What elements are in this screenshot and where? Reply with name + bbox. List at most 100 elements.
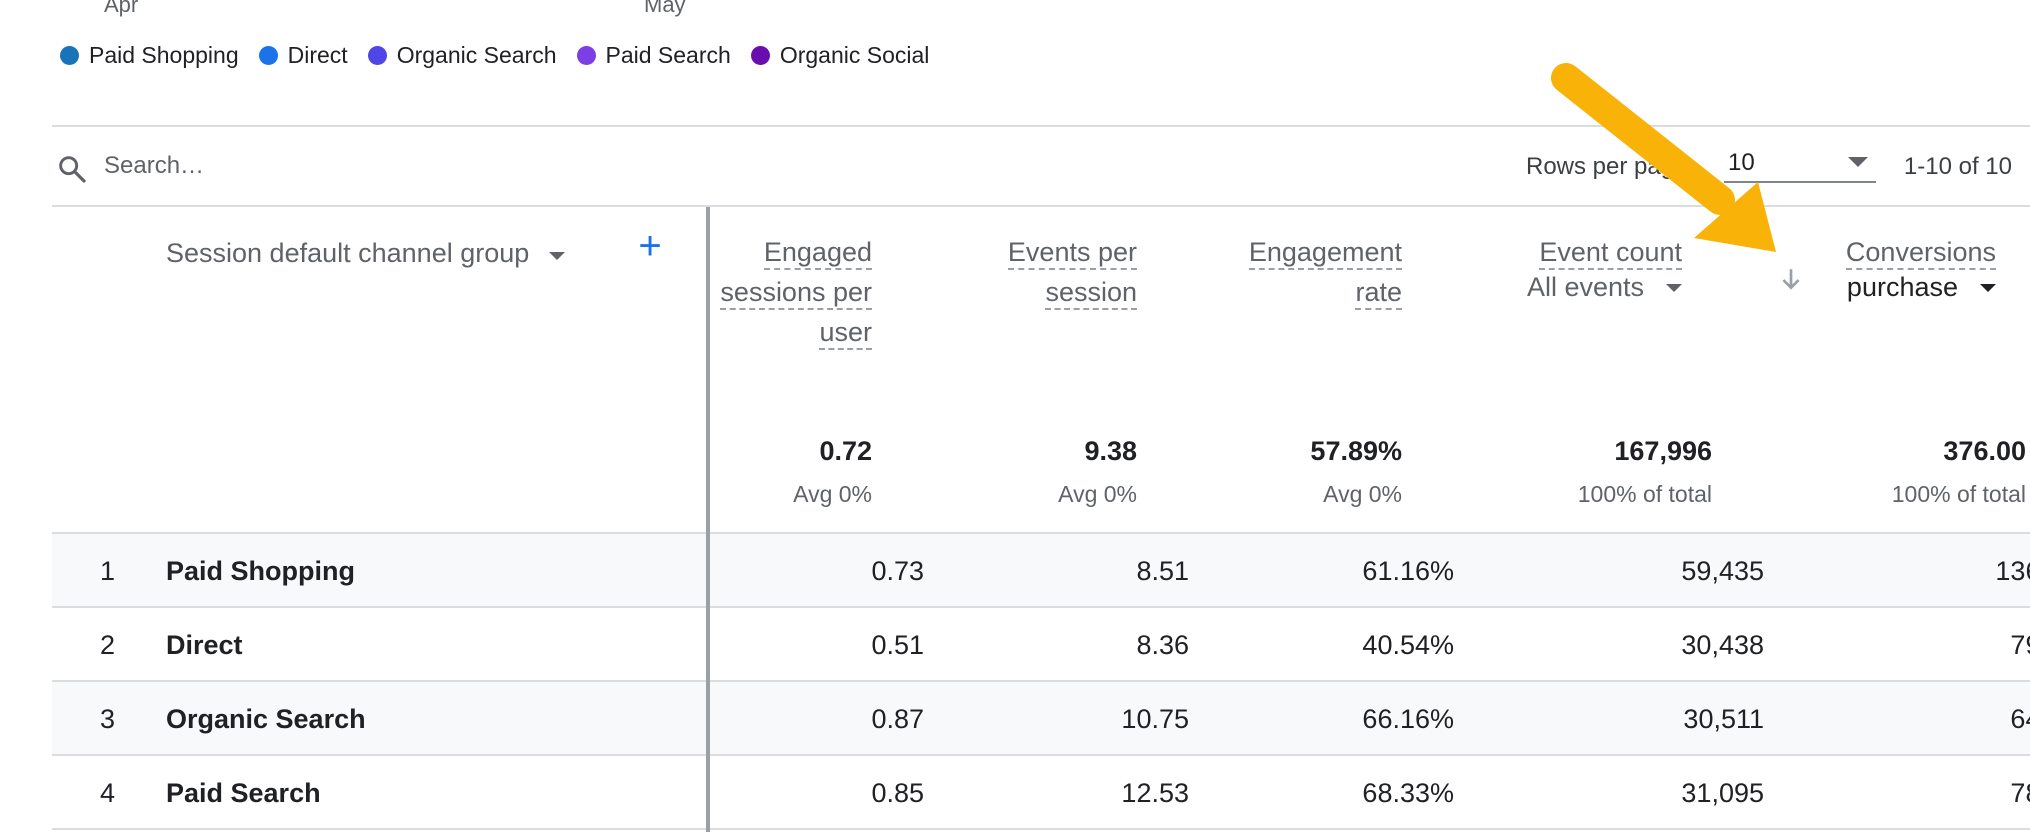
totals-value: 167,996	[1614, 436, 1712, 466]
cell-events-per-session: 10.75	[1121, 704, 1189, 734]
legend-item-paid-search[interactable]: Paid Search	[576, 41, 731, 69]
legend-dot-icon	[750, 45, 770, 65]
column-title-line: Events per	[1007, 237, 1137, 270]
rows-per-page-select[interactable]: 10	[1724, 137, 1876, 183]
rows-per-page-label: Rows per page:	[1526, 153, 1695, 180]
legend-label: Organic Social	[779, 41, 930, 68]
sticky-column-divider	[706, 207, 710, 832]
column-header-engaged-sessions-per-user[interactable]: Engaged sessions per user	[720, 232, 872, 352]
totals-sub: Avg 0%	[793, 481, 872, 507]
chevron-down-icon	[1848, 157, 1868, 167]
column-title: Events per session	[1007, 232, 1137, 312]
totals-event-count: 167,996 100% of total	[1578, 436, 1712, 508]
totals-events-per-session: 9.38 Avg 0%	[1058, 436, 1137, 508]
legend-label: Organic Search	[396, 41, 557, 68]
column-title-line: rate	[1355, 277, 1402, 310]
totals-sub: 100% of total	[1577, 481, 1712, 507]
row-index: 2	[100, 630, 116, 660]
axis-label-may: May	[644, 0, 686, 17]
cell-engaged-sessions-per-user: 0.85	[871, 778, 924, 808]
column-title-line: user	[819, 317, 872, 350]
row-channel: Direct	[166, 630, 243, 660]
table-row[interactable]: 4 Paid Search 0.85 12.53 68.33% 31,095 7…	[52, 756, 2030, 830]
column-header-conversions[interactable]: Conversions purchase	[1845, 232, 1996, 303]
row-index: 3	[100, 704, 116, 734]
cell-engagement-rate: 40.54%	[1362, 630, 1454, 660]
cell-conversions: 79.00	[2010, 630, 2030, 660]
table-row[interactable]: 2 Direct 0.51 8.36 40.54% 30,438 79.00	[52, 608, 2030, 682]
legend-dot-icon	[576, 45, 596, 65]
totals-sub: 100% of total	[1891, 481, 2026, 507]
column-title-line: Engagement	[1248, 237, 1402, 270]
column-title: Conversions	[1845, 232, 1996, 272]
row-channel: Organic Search	[166, 704, 366, 734]
event-filter-select[interactable]: All events	[1527, 272, 1682, 303]
conversion-event-value: purchase	[1846, 272, 1958, 302]
search-input[interactable]	[104, 145, 704, 187]
legend-dot-icon	[60, 45, 79, 65]
cell-conversions: 136.00	[1995, 556, 2030, 586]
column-title: Event count	[1527, 232, 1682, 272]
totals-value: 0.72	[819, 436, 872, 466]
divider	[52, 532, 2030, 534]
divider	[52, 205, 2030, 207]
legend-dot-icon	[367, 45, 387, 65]
totals-value: 376.00	[1943, 436, 2026, 466]
column-title: Engagement rate	[1248, 232, 1402, 312]
event-filter-value: All events	[1526, 272, 1644, 302]
totals-engagement-rate: 57.89% Avg 0%	[1310, 436, 1402, 508]
row-index: 4	[100, 778, 116, 808]
cell-events-per-session: 12.53	[1121, 778, 1189, 808]
row-index: 1	[100, 556, 116, 586]
caret-down-icon	[1666, 283, 1682, 292]
legend-item-organic-search[interactable]: Organic Search	[367, 41, 557, 69]
row-channel: Paid Search	[166, 778, 321, 808]
cell-event-count: 59,435	[1681, 556, 1764, 586]
cell-engaged-sessions-per-user: 0.87	[871, 704, 924, 734]
totals-engaged-sessions-per-user: 0.72 Avg 0%	[793, 436, 872, 508]
legend-dot-icon	[258, 45, 278, 65]
table-row[interactable]: 3 Organic Search 0.87 10.75 66.16% 30,51…	[52, 682, 2030, 756]
chart-legend: Paid Shopping Direct Organic Search Paid…	[60, 40, 949, 70]
column-header-events-per-session[interactable]: Events per session	[1007, 232, 1137, 312]
column-title-line: Event count	[1539, 237, 1682, 270]
rows-per-page-value: 10	[1728, 149, 1755, 176]
column-title-line: session	[1045, 277, 1137, 310]
cell-events-per-session: 8.51	[1136, 556, 1189, 586]
cell-events-per-session: 8.36	[1136, 630, 1189, 660]
cell-conversions: 78.00	[2010, 778, 2030, 808]
cell-conversions: 64.00	[2010, 704, 2030, 734]
column-title: Engaged sessions per user	[720, 232, 872, 352]
totals-sub: Avg 0%	[1058, 481, 1137, 507]
column-header-engagement-rate[interactable]: Engagement rate	[1248, 232, 1402, 312]
table-toolbar: Rows per page: 10 1-10 of 10	[52, 127, 2030, 205]
column-title-line: Engaged	[763, 237, 872, 270]
conversion-event-select[interactable]: purchase	[1846, 272, 1996, 303]
totals-conversions: 376.00 100% of total	[1892, 436, 2026, 508]
divider	[52, 125, 2030, 127]
totals-value: 57.89%	[1310, 436, 1402, 466]
legend-item-paid-shopping[interactable]: Paid Shopping	[60, 42, 239, 69]
column-header-event-count[interactable]: Event count All events	[1527, 232, 1682, 303]
legend-label: Paid Shopping	[89, 41, 239, 68]
sort-descending-icon[interactable]	[1778, 266, 1804, 292]
legend-label: Paid Search	[605, 41, 731, 68]
caret-down-icon	[1980, 283, 1996, 292]
cell-event-count: 31,095	[1681, 778, 1764, 808]
legend-item-organic-social[interactable]: Organic Social	[750, 41, 930, 69]
cell-engagement-rate: 68.33%	[1362, 778, 1454, 808]
cell-engaged-sessions-per-user: 0.73	[871, 556, 924, 586]
cell-engaged-sessions-per-user: 0.51	[871, 630, 924, 660]
legend-label: Direct	[287, 41, 348, 68]
add-dimension-button[interactable]: +	[638, 224, 662, 268]
legend-item-direct[interactable]: Direct	[258, 41, 348, 69]
column-title-line: Conversions	[1845, 237, 1996, 270]
axis-label-apr: Apr	[104, 0, 139, 17]
chart-axis-labels: Apr May	[0, 0, 2030, 20]
search-icon	[59, 156, 86, 183]
cell-engagement-rate: 61.16%	[1362, 556, 1454, 586]
column-title-line: sessions per	[720, 277, 872, 310]
dimension-selector[interactable]: Session default channel group	[166, 238, 566, 269]
row-channel: Paid Shopping	[166, 556, 355, 586]
table-row[interactable]: 1 Paid Shopping 0.73 8.51 61.16% 59,435 …	[52, 534, 2030, 608]
